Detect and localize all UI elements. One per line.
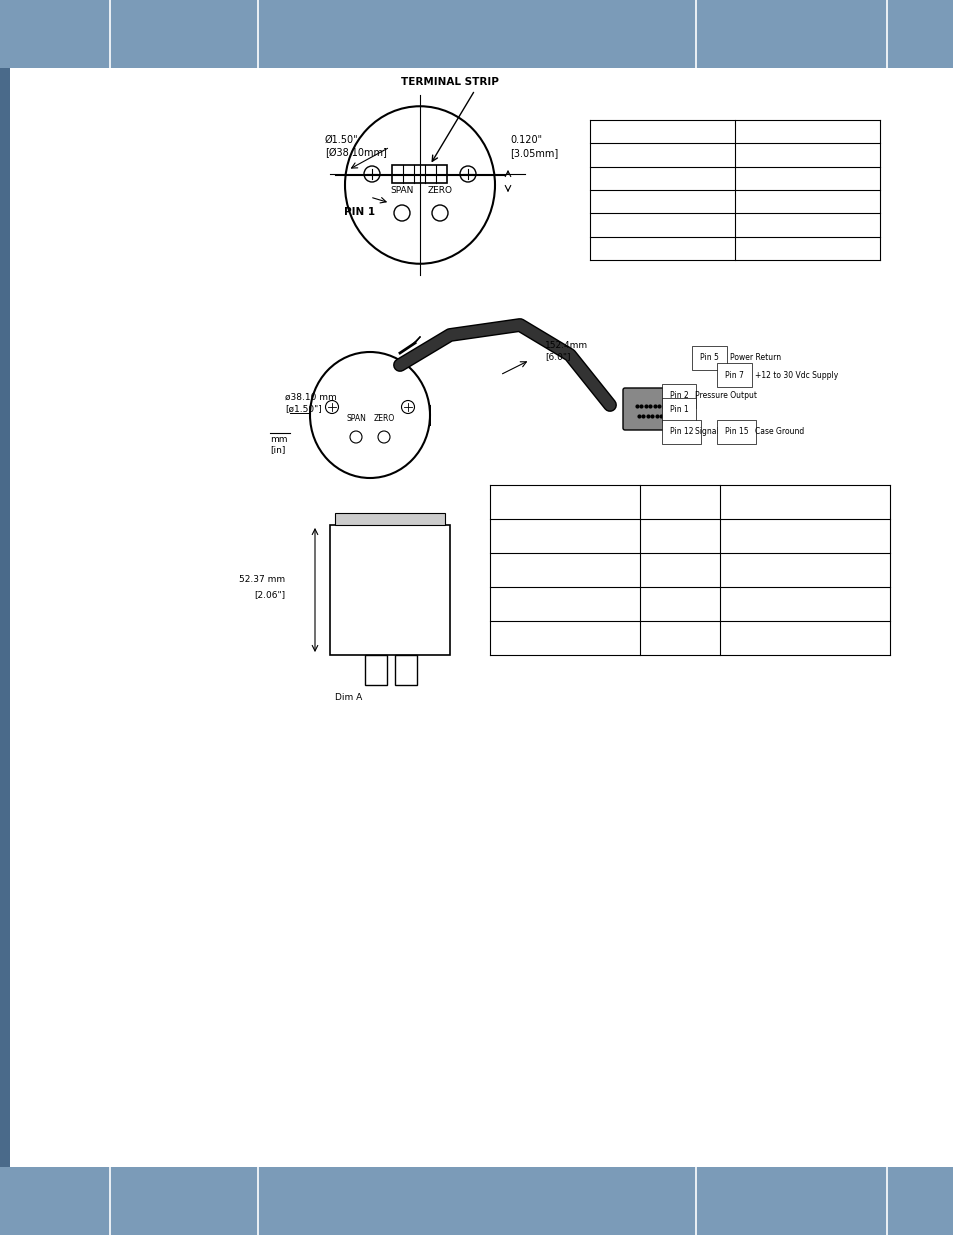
Text: [6.0"]: [6.0"] xyxy=(544,352,570,362)
Text: ø38.10 mm: ø38.10 mm xyxy=(285,393,336,401)
Bar xyxy=(0,1167,953,1235)
Text: Ø1.50": Ø1.50" xyxy=(325,135,358,144)
Text: Pin 7: Pin 7 xyxy=(724,370,743,379)
Text: [Ø38.10mm]: [Ø38.10mm] xyxy=(325,148,387,158)
Text: SPAN: SPAN xyxy=(390,186,414,195)
Bar xyxy=(392,165,447,183)
Text: Pin 2: Pin 2 xyxy=(669,391,688,400)
Text: [2.06"]: [2.06"] xyxy=(253,590,285,599)
Text: [ø1.50"]: [ø1.50"] xyxy=(285,405,321,414)
Text: +12 to 30 Vdc Supply: +12 to 30 Vdc Supply xyxy=(754,370,838,379)
Text: Pin 5: Pin 5 xyxy=(700,353,719,363)
Text: Pin 12: Pin 12 xyxy=(669,427,693,436)
Text: 152.4mm: 152.4mm xyxy=(544,341,587,350)
Bar xyxy=(335,513,444,525)
Bar xyxy=(0,68,10,1167)
Text: Pin 1: Pin 1 xyxy=(669,405,688,415)
Text: SPAN: SPAN xyxy=(346,414,366,424)
Text: ZERO: ZERO xyxy=(427,186,452,195)
Text: Dim A: Dim A xyxy=(335,693,362,701)
Text: 0.120": 0.120" xyxy=(510,135,541,144)
Text: Pin 15: Pin 15 xyxy=(724,427,748,436)
Text: [3.05mm]: [3.05mm] xyxy=(510,148,558,158)
Text: 52.37 mm: 52.37 mm xyxy=(238,576,285,584)
Text: PIN 1: PIN 1 xyxy=(344,207,375,217)
Text: TERMINAL STRIP: TERMINAL STRIP xyxy=(400,77,498,86)
FancyBboxPatch shape xyxy=(622,388,677,430)
Text: Power Return: Power Return xyxy=(729,353,781,363)
Text: Signal Common: Signal Common xyxy=(695,427,755,436)
Text: mm
[in]: mm [in] xyxy=(270,435,287,454)
Bar xyxy=(395,655,416,685)
Text: Pressure Output: Pressure Output xyxy=(695,391,757,400)
Text: ZERO: ZERO xyxy=(373,414,395,424)
Bar xyxy=(0,0,953,68)
Bar xyxy=(330,525,450,655)
Bar xyxy=(365,655,387,685)
Text: Case Ground: Case Ground xyxy=(754,427,803,436)
